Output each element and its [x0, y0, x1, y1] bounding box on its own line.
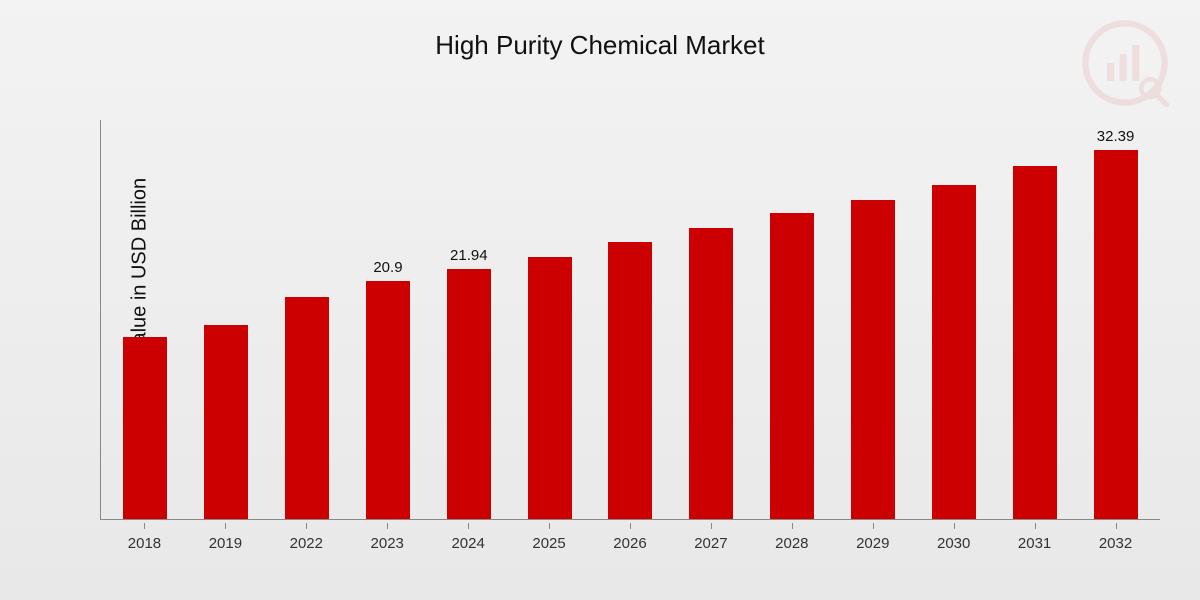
bar [123, 337, 167, 519]
watermark-logo-icon [1080, 18, 1170, 108]
bar-slot [590, 120, 671, 519]
bar [285, 297, 329, 519]
x-tick-label: 2032 [1075, 535, 1156, 552]
bar-slot [509, 120, 590, 519]
bar [204, 325, 248, 519]
bar [528, 257, 572, 519]
bar-value-label: 20.9 [373, 259, 402, 277]
x-axis: 2018201920222023202420252026202720282029… [100, 535, 1160, 552]
x-tick-label: 2029 [832, 535, 913, 552]
chart-title: High Purity Chemical Market [0, 30, 1200, 61]
x-tick-label: 2023 [347, 535, 428, 552]
bar-slot [105, 120, 186, 519]
bar [932, 185, 976, 519]
bar-slot [752, 120, 833, 519]
bar-slot: 32.39 [1075, 120, 1156, 519]
plot-area: 20.9 21.94 32.39 [100, 120, 1160, 520]
bar [447, 269, 491, 519]
bar-slot [267, 120, 348, 519]
bars-group: 20.9 21.94 32.39 [101, 120, 1160, 519]
bar-value-label: 32.39 [1097, 128, 1135, 146]
bar [770, 213, 814, 519]
bar [851, 200, 895, 519]
bar-slot [671, 120, 752, 519]
bar-slot: 20.9 [348, 120, 429, 519]
x-tick-label: 2019 [185, 535, 266, 552]
x-tick-label: 2030 [913, 535, 994, 552]
bar-slot [994, 120, 1075, 519]
x-tick-label: 2027 [670, 535, 751, 552]
x-tick-label: 2028 [751, 535, 832, 552]
x-tick-label: 2025 [509, 535, 590, 552]
bar-slot: 21.94 [428, 120, 509, 519]
bar-slot [186, 120, 267, 519]
bar-slot [913, 120, 994, 519]
bar [366, 281, 410, 519]
x-tick-label: 2031 [994, 535, 1075, 552]
bar [1094, 150, 1138, 519]
x-tick-label: 2022 [266, 535, 347, 552]
x-tick-label: 2024 [428, 535, 509, 552]
bar [689, 228, 733, 519]
x-tick-label: 2026 [590, 535, 671, 552]
x-tick-label: 2018 [104, 535, 185, 552]
bar-value-label: 21.94 [450, 247, 488, 265]
bar-slot [833, 120, 914, 519]
bar [608, 242, 652, 519]
bar [1013, 166, 1057, 519]
chart-container: High Purity Chemical Market Market Value… [0, 0, 1200, 600]
